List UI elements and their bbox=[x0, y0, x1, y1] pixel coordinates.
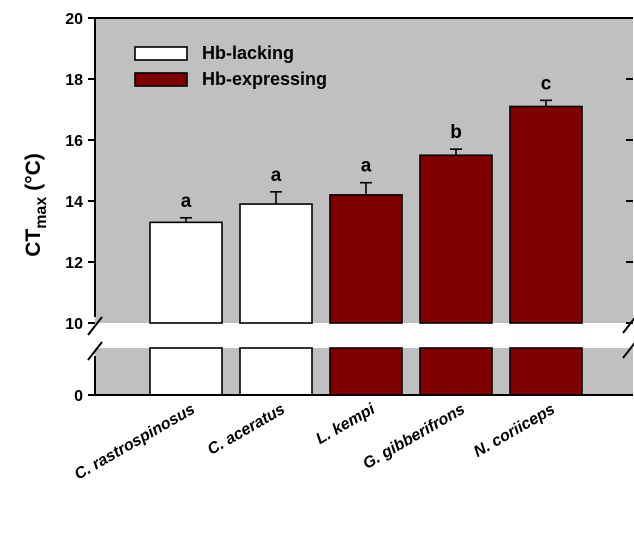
y-axis-title-main: CT bbox=[22, 229, 45, 257]
y-axis-title: CTmax (°C) bbox=[22, 153, 50, 257]
y-tick-label: 0 bbox=[74, 388, 83, 405]
y-tick-label: 14 bbox=[65, 194, 83, 211]
y-tick-label: 12 bbox=[65, 255, 83, 272]
legend-swatch bbox=[134, 72, 188, 87]
bar-lower bbox=[329, 347, 403, 396]
bar-lower bbox=[419, 347, 493, 396]
significance-labels-group: a a a b c bbox=[181, 73, 552, 211]
legend: Hb-lacking Hb-expressing bbox=[134, 43, 327, 89]
x-tick-label: G. gibberifrons bbox=[360, 401, 468, 473]
legend-label: Hb-lacking bbox=[202, 43, 294, 63]
x-tick-label: L. kempi bbox=[313, 400, 378, 447]
y-tick-label: 16 bbox=[65, 133, 83, 150]
significance-label: c bbox=[541, 73, 552, 94]
axis-break-mark bbox=[87, 341, 103, 361]
bar-lower bbox=[509, 347, 583, 396]
axis-break-mark bbox=[622, 342, 634, 359]
bar-lower bbox=[149, 347, 223, 396]
axes-group bbox=[87, 17, 634, 396]
y-axis-title-sub: max bbox=[33, 197, 50, 229]
bar-upper bbox=[149, 221, 223, 324]
y-tick-label: 10 bbox=[65, 316, 83, 333]
significance-label: a bbox=[361, 156, 372, 177]
x-tick-label: C. aceratus bbox=[205, 401, 288, 459]
bar-lower bbox=[239, 347, 313, 396]
significance-label: a bbox=[181, 191, 192, 212]
legend-label: Hb-expressing bbox=[202, 69, 327, 89]
x-tick-label: C. rastrospinosus bbox=[72, 401, 198, 484]
bar-upper bbox=[329, 194, 403, 324]
error-bars-group bbox=[180, 99, 552, 223]
y-axis-title-unit: (°C) bbox=[22, 153, 45, 191]
bar-upper bbox=[239, 203, 313, 324]
legend-swatch bbox=[134, 46, 188, 61]
y-ticks-group: 10 12 14 16 18 20 0 bbox=[65, 11, 633, 405]
significance-label: a bbox=[271, 165, 282, 186]
x-tick-label: N. coriiceps bbox=[471, 401, 558, 461]
y-tick-label: 20 bbox=[65, 11, 83, 28]
y-tick-label: 18 bbox=[65, 72, 83, 89]
bar-upper bbox=[509, 105, 583, 324]
bar-upper bbox=[419, 154, 493, 324]
bars-group bbox=[149, 105, 583, 396]
significance-label: b bbox=[450, 122, 462, 143]
axis-break-mark bbox=[87, 316, 103, 336]
